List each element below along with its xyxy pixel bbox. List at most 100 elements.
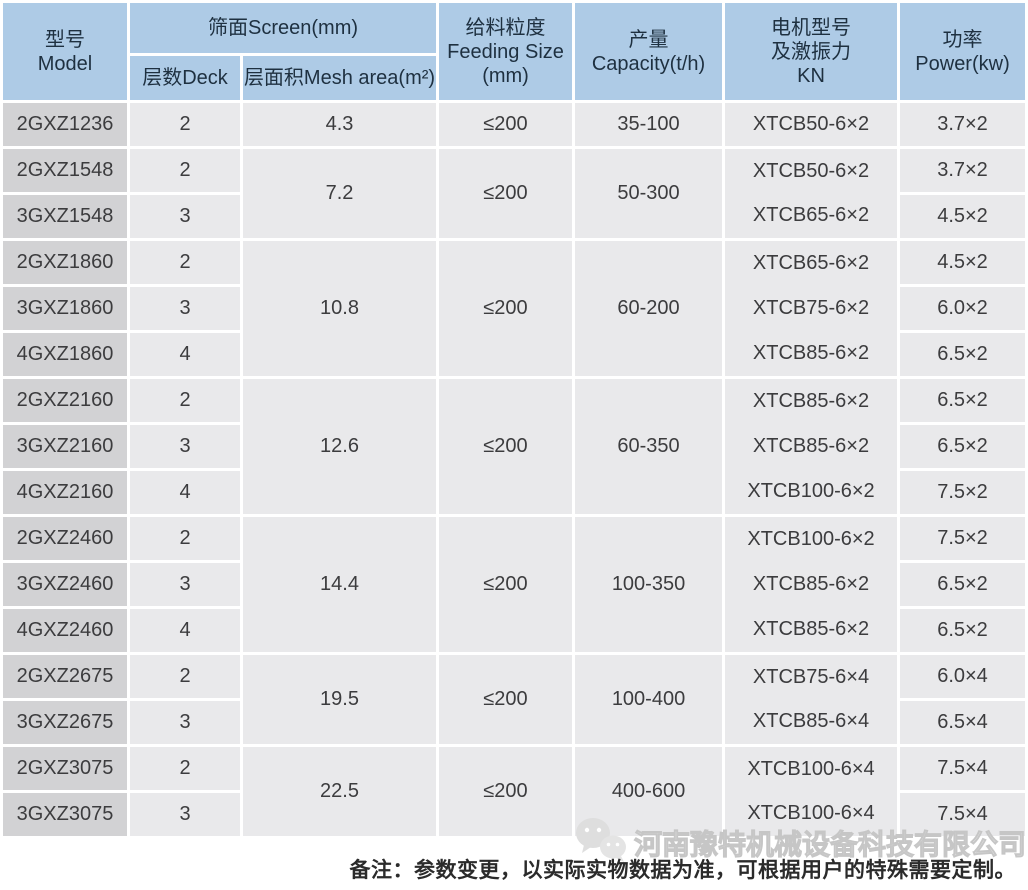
deck-cell: 4 — [130, 609, 240, 652]
table-row: 3GXZ2460 3 6.5×2 — [3, 563, 1026, 606]
table-row: 3GXZ2675 3 6.5×4 — [3, 701, 1026, 744]
motor-line: XTCB65-6×2 — [752, 204, 870, 227]
power-cell: 3.7×2 — [900, 149, 1026, 192]
table-row: 2GXZ2460 2 14.4 ≤200 100-350 XTCB100-6×2 XTCB8… — [3, 517, 1026, 652]
table-row: 4GXZ1860 4 6.5×2 — [3, 333, 1026, 376]
motor-cell: XTCB65-6×2 XTCB75-6×2 XTCB85-6×2 — [725, 241, 898, 376]
header-feeding-line1: 给料粒度 — [465, 16, 546, 39]
table-row: 3GXZ1548 3 4.5×2 — [3, 195, 1026, 238]
motor-stack: XTCB50-6×2 — [725, 103, 897, 146]
motor-line: XTCB100-6×4 — [747, 802, 875, 825]
model-cell: 2GXZ2460 — [3, 517, 127, 560]
motor-line: XTCB50-6×2 — [752, 113, 870, 135]
model-cell: 4GXZ1860 — [3, 333, 127, 376]
feeding-size-cell: ≤200 — [439, 517, 573, 652]
table-row: 2GXZ1236 2 4.3 ≤200 35-100 XTCB50-6×2 3.7×2 — [3, 103, 1026, 146]
deck-cell: 2 — [130, 103, 240, 146]
motor-line: XTCB75-6×2 — [752, 297, 870, 319]
motor-line: XTCB50-6×2 — [752, 159, 870, 182]
deck-cell: 2 — [130, 241, 240, 284]
motor-line: XTCB85-6×4 — [752, 710, 870, 733]
power-cell: 4.5×2 — [900, 195, 1026, 238]
table-row: 2GXZ1548 2 7.2 ≤200 50-300 XTCB50-6×2 XTCB65-6… — [3, 149, 1026, 238]
mesh-area-cell: 14.4 — [243, 517, 437, 652]
table-row: 3GXZ1860 3 6.0×2 — [3, 287, 1026, 330]
deck-cell: 2 — [130, 747, 240, 790]
capacity-cell: 100-350 — [575, 517, 723, 652]
motor-stack: XTCB100-6×2 XTCB85-6×2 XTCB85-6×2 — [725, 517, 897, 652]
model-cell: 2GXZ1236 — [3, 103, 127, 146]
model-cell: 3GXZ3075 — [3, 793, 127, 836]
model-cell: 3GXZ1548 — [3, 195, 127, 238]
header-model: 型号 Model — [3, 3, 127, 100]
deck-cell: 3 — [130, 287, 240, 330]
header-power-line1: 功率 — [942, 28, 983, 51]
capacity-cell: 60-200 — [575, 241, 723, 376]
feeding-size-cell: ≤200 — [439, 149, 573, 238]
table-row: 2GXZ2675 2 19.5 ≤200 100-400 XTCB75-6×4 XTCB85… — [3, 655, 1026, 744]
motor-line: XTCB75-6×4 — [752, 665, 870, 688]
power-cell: 3.7×2 — [900, 103, 1026, 146]
motor-line: XTCB85-6×2 — [752, 618, 870, 640]
feeding-size-cell: ≤200 — [439, 379, 573, 514]
spec-table: 型号 Model 筛面Screen(mm) 给料粒度 Feeding Size … — [3, 3, 1026, 836]
power-cell: 6.5×2 — [900, 563, 1026, 606]
model-cell: 3GXZ2160 — [3, 425, 127, 468]
header-capacity-line2: Capacity(t/h) — [591, 52, 706, 75]
motor-line: XTCB100-6×2 — [747, 528, 875, 550]
motor-cell: XTCB50-6×2 XTCB65-6×2 — [725, 149, 898, 238]
power-cell: 7.5×2 — [900, 517, 1026, 560]
power-cell: 6.5×2 — [900, 379, 1026, 422]
motor-stack: XTCB50-6×2 XTCB65-6×2 — [725, 149, 897, 238]
motor-line: XTCB85-6×2 — [752, 342, 870, 364]
motor-stack: XTCB65-6×2 XTCB75-6×2 XTCB85-6×2 — [725, 241, 897, 376]
power-cell: 7.5×4 — [900, 747, 1026, 790]
header-model-line1: 型号 — [45, 28, 85, 51]
table-row: 3GXZ3075 3 7.5×4 — [3, 793, 1026, 836]
table-row: 4GXZ2460 4 6.5×2 — [3, 609, 1026, 652]
motor-cell: XTCB75-6×4 XTCB85-6×4 — [725, 655, 898, 744]
model-cell: 2GXZ1548 — [3, 149, 127, 192]
mesh-area-cell: 22.5 — [243, 747, 437, 836]
deck-cell: 3 — [130, 793, 240, 836]
mesh-area-cell: 10.8 — [243, 241, 437, 376]
deck-cell: 2 — [130, 655, 240, 698]
model-cell: 2GXZ2160 — [3, 379, 127, 422]
header-feeding-line3: (mm) — [482, 64, 529, 87]
motor-cell: XTCB50-6×2 — [725, 103, 898, 146]
power-cell: 4.5×2 — [900, 241, 1026, 284]
power-cell: 6.0×2 — [900, 287, 1026, 330]
power-cell: 6.0×4 — [900, 655, 1026, 698]
deck-cell: 2 — [130, 149, 240, 192]
motor-line: XTCB100-6×4 — [747, 757, 875, 780]
model-cell: 3GXZ2675 — [3, 701, 127, 744]
mesh-area-cell: 7.2 — [243, 149, 437, 238]
model-cell: 4GXZ2460 — [3, 609, 127, 652]
motor-line: XTCB85-6×2 — [752, 573, 870, 595]
header-screen: 筛面Screen(mm) — [130, 3, 437, 53]
motor-line: XTCB85-6×2 — [752, 435, 870, 457]
motor-line: XTCB100-6×2 — [747, 480, 875, 502]
header-deck: 层数Deck — [130, 56, 240, 100]
model-cell: 2GXZ1860 — [3, 241, 127, 284]
header-power-line2: Power(kw) — [915, 52, 1010, 75]
header-motor-line2: 及激振力 — [771, 40, 852, 63]
deck-cell: 3 — [130, 195, 240, 238]
capacity-cell: 35-100 — [575, 103, 723, 146]
table-row: 4GXZ2160 4 7.5×2 — [3, 471, 1026, 514]
header-power: 功率 Power(kw) — [900, 3, 1026, 100]
power-cell: 6.5×4 — [900, 701, 1026, 744]
motor-line: XTCB65-6×2 — [752, 252, 870, 274]
deck-cell: 4 — [130, 333, 240, 376]
model-cell: 4GXZ2160 — [3, 471, 127, 514]
header-feeding-line2: Feeding Size — [447, 40, 564, 63]
header-feeding-size: 给料粒度 Feeding Size (mm) — [439, 3, 573, 100]
power-cell: 7.5×4 — [900, 793, 1026, 836]
header-motor: 电机型号 及激振力 KN — [725, 3, 898, 100]
header-capacity-line1: 产量 — [628, 28, 669, 51]
header-model-line2: Model — [37, 52, 93, 75]
capacity-cell: 400-600 — [575, 747, 723, 836]
feeding-size-cell: ≤200 — [439, 241, 573, 376]
header-motor-line3: KN — [797, 64, 825, 87]
